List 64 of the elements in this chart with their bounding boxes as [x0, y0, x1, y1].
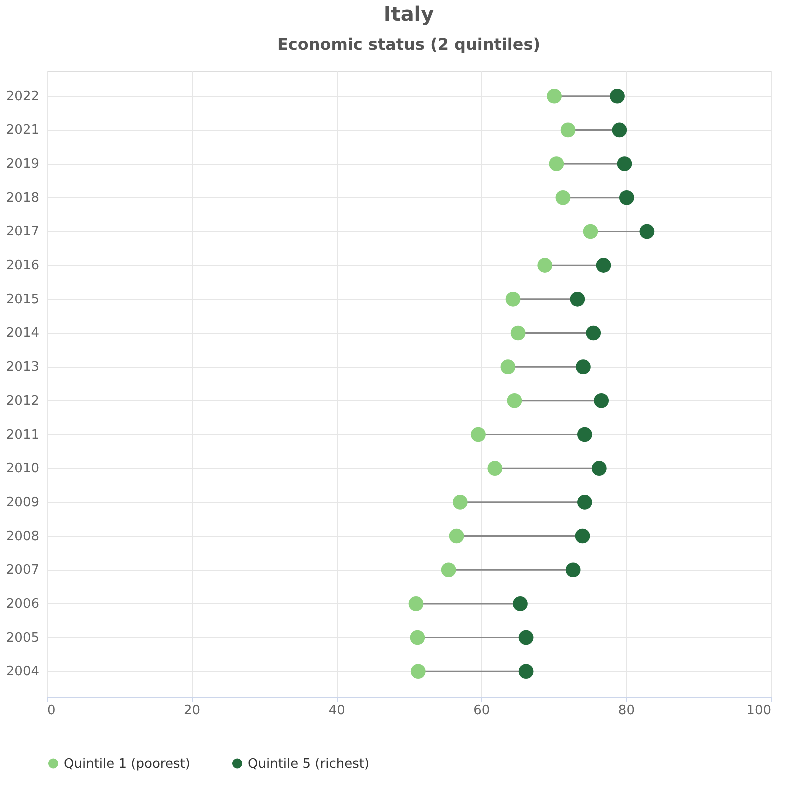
point — [583, 224, 598, 240]
y-tick-label: 2013 — [6, 360, 40, 376]
point — [518, 664, 534, 680]
point — [513, 596, 528, 612]
point — [592, 461, 607, 476]
point — [547, 88, 562, 104]
point — [452, 495, 468, 510]
point — [594, 394, 609, 408]
point — [488, 461, 503, 476]
legend-label: Quintile 5 (richest) — [248, 756, 370, 772]
x-tick-label: 60 — [474, 704, 490, 718]
point — [441, 562, 456, 578]
point — [575, 528, 590, 544]
y-tick-label: 2004 — [6, 664, 40, 680]
point — [506, 292, 521, 307]
y-tick-label: 2011 — [6, 428, 40, 443]
point — [610, 88, 625, 104]
y-tick-label: 2022 — [6, 89, 40, 104]
legend-label: Quintile 1 (poorest) — [64, 756, 190, 772]
point — [410, 630, 426, 646]
point — [578, 427, 592, 442]
point — [612, 122, 628, 138]
y-tick-label: 2017 — [6, 224, 40, 240]
point — [617, 156, 632, 172]
y-tick-label: 2008 — [6, 529, 40, 544]
y-tick-label: 2009 — [6, 495, 40, 510]
point — [518, 630, 534, 646]
point — [578, 495, 592, 510]
chart-title: Italy — [384, 2, 434, 26]
point — [640, 224, 655, 240]
point — [576, 360, 591, 374]
y-tick-label: 2012 — [6, 394, 40, 409]
y-tick-label: 2018 — [6, 190, 40, 206]
point — [556, 190, 571, 206]
point — [410, 664, 426, 680]
point — [620, 190, 634, 206]
point — [566, 562, 581, 578]
y-tick-label: 2007 — [6, 563, 40, 578]
point — [408, 596, 424, 612]
y-tick-label: 2019 — [6, 157, 40, 172]
point — [538, 258, 553, 273]
x-tick-label: 100 — [746, 704, 772, 718]
x-tick-label: 40 — [328, 704, 346, 718]
y-tick-label: 2021 — [6, 123, 40, 138]
chart-subtitle: Economic status (2 quintiles) — [277, 35, 541, 54]
point — [510, 326, 526, 341]
y-tick-label: 2005 — [6, 630, 40, 646]
point — [549, 156, 564, 172]
point — [449, 528, 464, 544]
point — [507, 394, 522, 408]
x-tick-label: 20 — [184, 704, 201, 718]
point — [471, 427, 486, 442]
x-tick-label: 80 — [618, 704, 635, 718]
point — [586, 326, 602, 341]
y-tick-label: 2014 — [6, 326, 40, 342]
point — [560, 122, 576, 138]
y-tick-label: 2015 — [6, 292, 40, 308]
x-tick-label: 0 — [48, 704, 56, 718]
y-tick-label: 2010 — [6, 462, 40, 477]
y-tick-label: 2006 — [6, 596, 40, 612]
point — [596, 258, 612, 273]
point — [570, 292, 586, 307]
y-tick-label: 2016 — [6, 258, 40, 274]
point — [500, 360, 516, 374]
